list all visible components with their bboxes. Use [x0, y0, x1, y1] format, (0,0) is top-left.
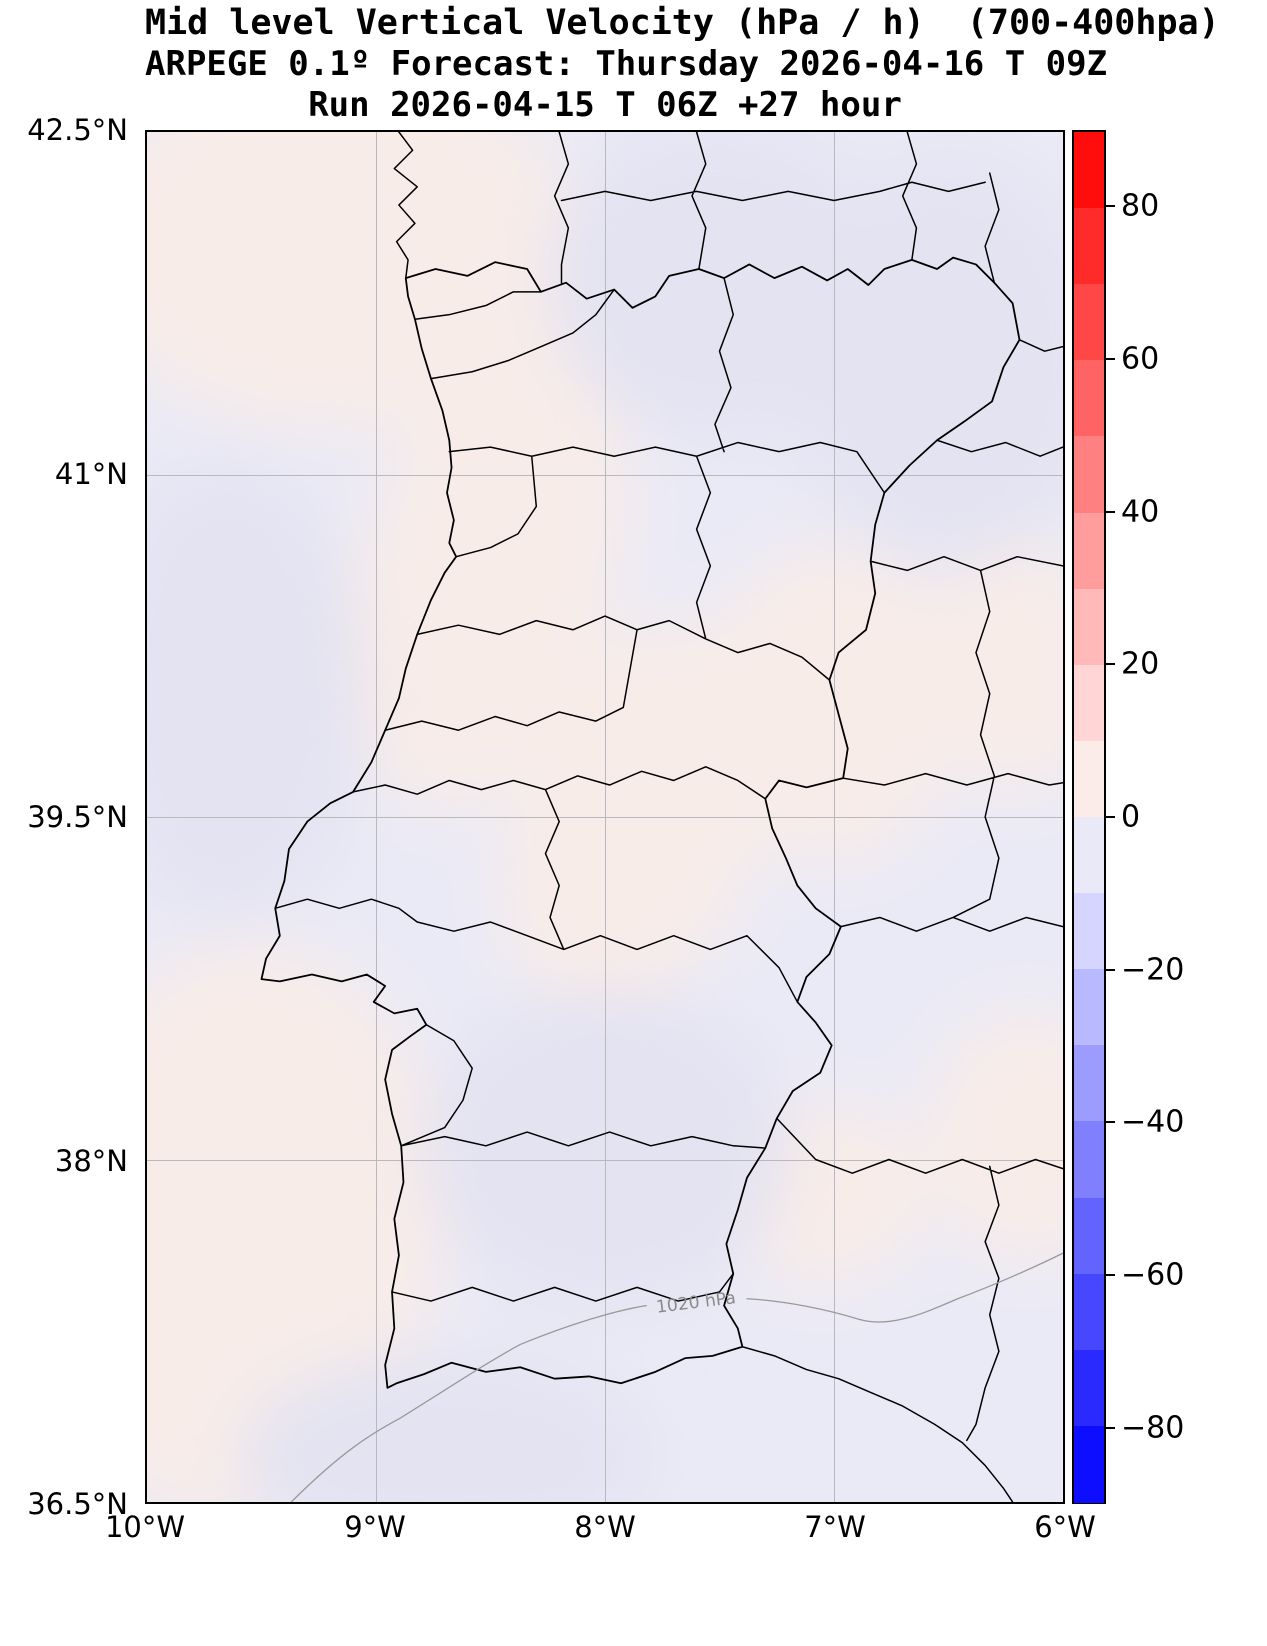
colorbar-segment — [1074, 360, 1104, 438]
figure-title-block: Mid level Vertical Velocity (hPa / h) (7… — [145, 3, 1220, 126]
isobar-contour-right — [747, 1253, 1063, 1322]
colorbar-segment — [1074, 1349, 1104, 1427]
boundaries-layer: 1020 hPa — [147, 132, 1063, 1502]
figure-title: Mid level Vertical Velocity (hPa / h) (7… — [145, 3, 1220, 43]
gridline-vertical — [376, 132, 377, 1502]
colorbar-segment — [1074, 969, 1104, 1046]
colorbar-tick-label: −20 — [1121, 952, 1185, 988]
colorbar-tick-mark — [1106, 968, 1115, 971]
colorbar-segment — [1074, 436, 1104, 514]
graticule-layer — [147, 132, 1063, 1502]
map-plot-area: 1020 hPa — [145, 130, 1065, 1504]
colorbar — [1072, 130, 1106, 1504]
colorbar-tick-label: −60 — [1121, 1257, 1185, 1293]
field-patches — [147, 132, 1063, 1502]
colorbar-segment — [1074, 284, 1104, 361]
lon-tick-label: 9°W — [344, 1510, 406, 1544]
colorbar-segment — [1074, 1273, 1104, 1351]
colorbar-tick-label: 20 — [1121, 646, 1160, 682]
colorbar-tick-mark — [1106, 1121, 1115, 1124]
colorbar-tick-mark — [1106, 816, 1115, 818]
lat-tick-label: 36.5°N — [27, 1487, 128, 1521]
colorbar-segment — [1074, 132, 1104, 209]
colorbar-tick-mark — [1106, 205, 1115, 208]
colorbar-tick-mark — [1106, 1426, 1115, 1429]
colorbar-tick-label: 80 — [1121, 188, 1160, 224]
figure-subtitle-forecast: ARPEGE 0.1º Forecast: Thursday 2026-04-1… — [145, 44, 1108, 84]
gridline-vertical — [834, 132, 835, 1502]
portugal-district-boundaries — [275, 278, 884, 1301]
colorbar-tick-label: 0 — [1121, 799, 1141, 835]
colorbar-tick-label: 40 — [1121, 494, 1160, 530]
colorbar-tick-mark — [1106, 510, 1115, 513]
latitude-axis: 42.5°N 41°N 39.5°N 38°N 36.5°N — [0, 113, 134, 1521]
portugal-outline — [262, 258, 1020, 1388]
colorbar-segment — [1074, 1425, 1104, 1503]
lat-tick-label: 38°N — [54, 1143, 128, 1178]
colorbar-tick-mark — [1106, 358, 1115, 360]
figure-subtitle-run: Run 2026-04-15 T 06Z +27 hour — [308, 85, 902, 125]
colorbar-tick-label: −40 — [1121, 1104, 1185, 1140]
colorbar-segment — [1074, 1197, 1104, 1275]
isobar-label: 1020 hPa — [655, 1288, 737, 1318]
longitude-axis: 10°W 9°W 8°W 7°W 6°W — [105, 1510, 1096, 1552]
colorbar-tick-label: −80 — [1121, 1410, 1185, 1446]
colorbar-segment — [1074, 740, 1104, 818]
colorbar-segment — [1074, 664, 1104, 742]
colorbar-segment — [1074, 1121, 1104, 1199]
colorbar-segment — [1074, 817, 1104, 894]
isobar-contour-left — [291, 1306, 646, 1502]
lat-tick-label: 39.5°N — [27, 800, 128, 834]
colorbar-segment — [1074, 208, 1104, 285]
lat-tick-label: 42.5°N — [27, 113, 128, 147]
colorbar-segment — [1074, 512, 1104, 590]
lat-tick-label: 41°N — [54, 456, 128, 491]
lon-tick-label: 6°W — [1034, 1510, 1096, 1544]
colorbar-segment — [1074, 893, 1104, 970]
colorbar-axis: 80 60 40 20 0 −20 −40 −60 −80 — [1106, 130, 1264, 1504]
spain-boundaries — [394, 132, 1063, 1502]
lon-tick-label: 10°W — [104, 1510, 186, 1544]
colorbar-segment — [1074, 1045, 1104, 1123]
lon-tick-label: 7°W — [804, 1510, 866, 1544]
colorbar-tick-mark — [1106, 1274, 1115, 1276]
colorbar-tick-mark — [1106, 663, 1115, 666]
lon-tick-label: 8°W — [574, 1510, 636, 1544]
colorbar-segment — [1074, 588, 1104, 666]
colorbar-tick-label: 60 — [1121, 341, 1160, 377]
gridline-vertical — [605, 132, 606, 1502]
